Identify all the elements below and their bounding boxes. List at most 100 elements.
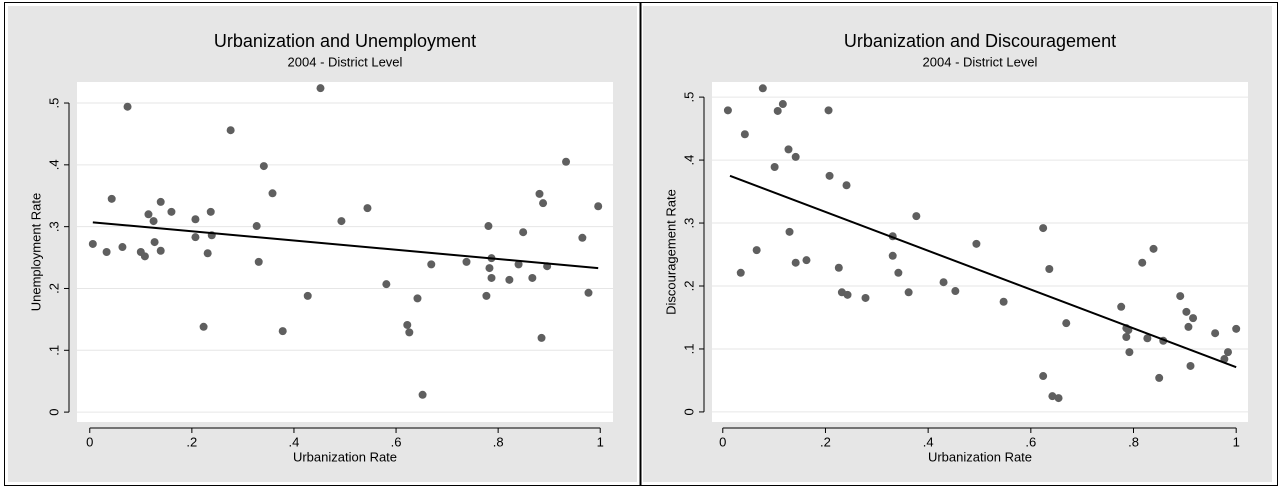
- x-axis-label: Urbanization Rate: [293, 449, 397, 464]
- point: [1189, 314, 1198, 323]
- y-tick-label: .5: [681, 92, 696, 103]
- point: [88, 239, 97, 248]
- point: [1054, 394, 1063, 403]
- point: [191, 233, 200, 242]
- x-tick-label: .8: [1128, 434, 1139, 449]
- point: [1048, 392, 1057, 401]
- point: [758, 84, 767, 93]
- point: [1039, 224, 1048, 233]
- point: [951, 287, 960, 296]
- point: [824, 106, 833, 115]
- x-tick-label: .8: [493, 434, 504, 449]
- point: [150, 238, 159, 247]
- point: [206, 207, 215, 216]
- point: [912, 212, 921, 221]
- point: [1186, 361, 1195, 370]
- point: [834, 263, 843, 272]
- point: [791, 258, 800, 267]
- y-tick-label: .4: [681, 155, 696, 166]
- y-axis-label: Unemployment Rate: [28, 193, 43, 312]
- point: [1184, 322, 1193, 331]
- x-tick-label: .4: [923, 434, 934, 449]
- point: [382, 280, 391, 289]
- point: [740, 130, 749, 139]
- point: [405, 328, 414, 337]
- point: [861, 293, 870, 302]
- point: [537, 333, 546, 342]
- y-tick-label: .4: [46, 159, 61, 170]
- point: [825, 171, 834, 180]
- plot-area: [77, 82, 613, 422]
- point: [1039, 372, 1048, 381]
- x-tick-label: 1: [597, 434, 604, 449]
- point: [482, 291, 491, 300]
- point: [203, 249, 212, 258]
- point: [791, 152, 800, 161]
- point: [303, 291, 312, 300]
- point: [1211, 329, 1220, 338]
- point: [1062, 319, 1071, 328]
- chart-subtitle: 2004 - District Level: [288, 54, 403, 69]
- point: [1138, 258, 1147, 267]
- point: [403, 320, 412, 329]
- point: [1143, 334, 1152, 343]
- point: [1182, 307, 1191, 316]
- point: [1155, 373, 1164, 382]
- point: [1176, 292, 1185, 301]
- point: [413, 294, 422, 303]
- point: [1117, 302, 1126, 311]
- point: [514, 260, 523, 269]
- point: [939, 278, 948, 287]
- chart-title: Urbanization and Unemployment: [214, 31, 476, 51]
- point: [107, 194, 116, 203]
- point: [535, 189, 544, 198]
- y-tick-label: .3: [46, 221, 61, 232]
- x-axis-label: Urbanization Rate: [928, 449, 1032, 464]
- fit-line: [92, 221, 599, 270]
- point: [802, 256, 811, 265]
- point: [752, 246, 761, 255]
- point: [268, 189, 277, 198]
- point: [528, 273, 537, 282]
- x-tick-label: 0: [86, 434, 93, 449]
- point: [1232, 324, 1241, 333]
- point: [894, 268, 903, 277]
- point: [156, 197, 165, 206]
- point: [102, 248, 111, 256]
- y-tick-label: .1: [681, 344, 696, 355]
- point: [999, 297, 1008, 306]
- x-tick-label: .2: [186, 434, 197, 449]
- x-tick-label: .4: [289, 434, 300, 449]
- point: [254, 257, 263, 266]
- point: [337, 217, 346, 226]
- point: [539, 199, 548, 208]
- point: [519, 228, 528, 237]
- x-tick-label: 1: [1233, 434, 1240, 449]
- point: [191, 215, 200, 224]
- point: [594, 202, 603, 211]
- point: [904, 288, 913, 297]
- point: [578, 233, 587, 242]
- point: [123, 102, 132, 111]
- y-tick-label: .2: [681, 281, 696, 292]
- point: [584, 288, 593, 297]
- point: [156, 246, 165, 255]
- y-tick-label: 0: [46, 408, 61, 415]
- x-tick-label: 0: [719, 434, 726, 449]
- point: [1045, 265, 1054, 273]
- point: [505, 275, 514, 284]
- point: [167, 207, 176, 216]
- y-tick-label: .1: [46, 345, 61, 356]
- point: [199, 322, 208, 331]
- chart-title: Urbanization and Discouragement: [844, 31, 1116, 51]
- point: [736, 268, 745, 277]
- x-tick-label: .6: [391, 434, 402, 449]
- point: [427, 260, 436, 269]
- y-axis-label: Discouragement Rate: [663, 189, 678, 315]
- chart-subtitle: 2004 - District Level: [923, 54, 1038, 69]
- y-tick-label: .5: [46, 98, 61, 109]
- point: [149, 217, 158, 226]
- point: [778, 100, 787, 109]
- fit-line: [729, 174, 1237, 369]
- point: [462, 257, 471, 266]
